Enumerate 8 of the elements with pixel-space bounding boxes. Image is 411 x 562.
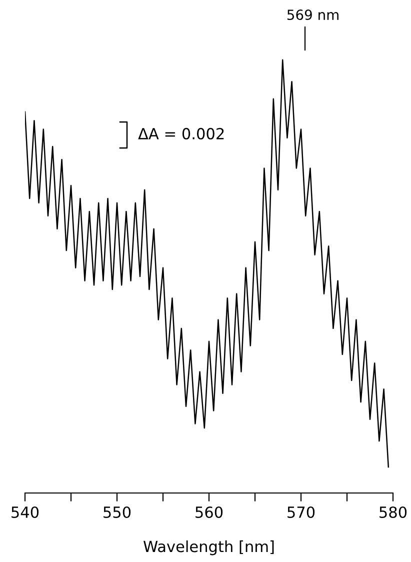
x-tick-label: 550 [104,506,131,518]
x-axis-title: Wavelength [nm] [144,540,274,556]
text: 569 nm [287,10,338,20]
x-tick-label: 580 [380,506,407,518]
annotation: ΔA = 0.002 [138,128,224,140]
x-tick-label: 560 [196,506,223,518]
x-tick-label: 540 [12,506,39,518]
x-tick-label: 570 [288,506,315,518]
